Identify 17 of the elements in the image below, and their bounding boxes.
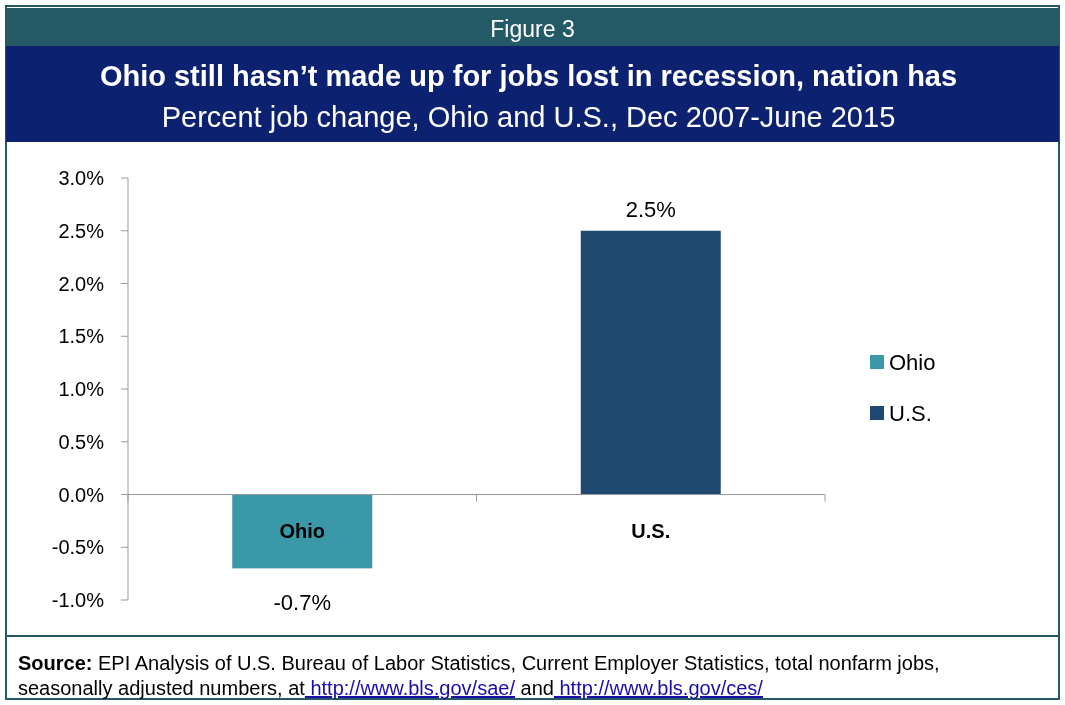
text: Source: EPI Analysis of U.S. Bureau of Labor Statistics, Current Employer Statistics, total nonfarm jobs, seasonally adjusted numbers, at http://www.bls.gov/sae/ and http://www.bls.gov/ces/: [18, 652, 940, 699]
y-tick-label: 0.5%: [58, 430, 105, 453]
chart-subtitle: Percent job change, Ohio and U.S., Dec 2007-June 2015: [161, 101, 896, 133]
data-label: 2.5%: [625, 196, 676, 222]
y-tick-label: 0.0%: [58, 483, 105, 506]
chart-title: Ohio still hasn’t made up for jobs lost in recession, nation has: [99, 60, 958, 92]
legend-label: Ohio: [889, 350, 936, 375]
y-tick-label: 1.0%: [58, 378, 105, 400]
y-tick-label: 2.5%: [58, 219, 105, 242]
y-tick-label: 1.5%: [58, 325, 105, 348]
caption: Figure 3: [490, 16, 575, 42]
y-tick-label: -1.0%: [51, 589, 105, 611]
y-tick-label: 2.0%: [58, 272, 105, 295]
y-tick-label: -0.5%: [51, 536, 105, 559]
data-label: -0.7%: [273, 590, 331, 616]
y-tick-label: 3.0%: [58, 167, 105, 189]
legend-label: U.S.: [889, 401, 932, 426]
